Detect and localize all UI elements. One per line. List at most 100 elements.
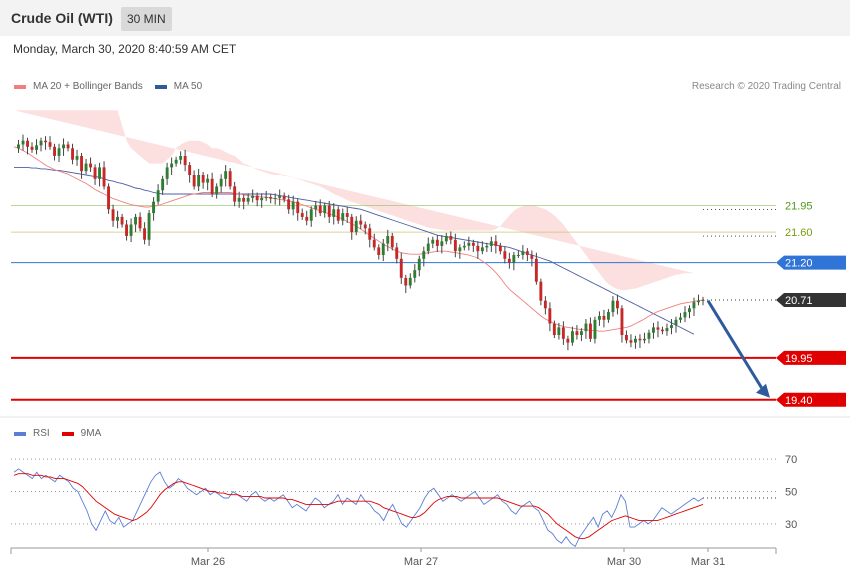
candle-body-100: [462, 245, 466, 248]
instrument-title: Crude Oil (WTI): [11, 10, 113, 26]
legend-item-ma20: MA 20 + Bollinger Bands: [14, 81, 143, 92]
candle-body-58: [273, 197, 277, 199]
candle-body-81: [377, 247, 381, 255]
moving-averages: [13, 146, 704, 335]
candle-body-133: [611, 300, 615, 313]
candle-body-114: [525, 251, 529, 255]
forecast-arrow-shaft: [706, 299, 766, 393]
candle-body-78: [363, 224, 367, 229]
candle-body-22: [111, 209, 115, 221]
candlesticks: [17, 134, 705, 351]
candle-body-9: [53, 146, 56, 156]
candle-body-11: [62, 144, 65, 149]
candle-body-122: [561, 327, 565, 339]
candle-body-153: [701, 300, 705, 301]
candle-body-111: [512, 255, 516, 263]
candle-body-46: [219, 178, 223, 187]
time-tick-label-0: Mar 26: [191, 556, 225, 568]
candle-body-49: [233, 186, 237, 202]
candle-body-132: [607, 312, 610, 320]
candle-body-151: [692, 302, 696, 309]
candle-body-124: [571, 331, 574, 343]
candle-body-129: [593, 319, 597, 339]
candle-body-10: [57, 148, 61, 156]
candle-body-23: [116, 216, 119, 221]
candle-body-67: [314, 205, 318, 210]
candle-body-116: [534, 258, 538, 282]
candle-body-61: [287, 199, 291, 210]
candle-body-21: [107, 186, 110, 210]
candle-body-44: [210, 178, 214, 194]
legend-item-ma50: MA 50: [154, 81, 203, 92]
candle-body-19: [98, 167, 101, 179]
candle-body-134: [616, 300, 619, 309]
candle-body-149: [683, 312, 687, 318]
candle-body-128: [589, 323, 592, 339]
candle-body-13: [71, 148, 74, 160]
rsi-tick-label-0: 30: [785, 519, 797, 531]
candle-body-53: [251, 195, 255, 198]
candle-body-3: [26, 140, 29, 147]
candle-body-40: [192, 175, 196, 187]
time-tick-label-1: Mar 27: [404, 556, 438, 568]
rsi-panel: 30 50 70: [11, 454, 797, 548]
legend-item-9ma: 9MA: [61, 428, 102, 439]
level-tag-3: [776, 292, 846, 307]
candle-body-84: [390, 236, 394, 248]
candle-body-62: [291, 201, 295, 210]
legend-label-ma20: MA 20 + Bollinger Bands: [33, 81, 143, 92]
candle-body-24: [120, 216, 124, 225]
candle-body-51: [242, 197, 246, 202]
candle-body-80: [372, 239, 376, 248]
candle-body-37: [179, 156, 183, 160]
candle-body-102: [471, 242, 475, 246]
candle-body-48: [228, 171, 232, 187]
candle-body-71: [332, 209, 336, 217]
candle-body-70: [327, 205, 331, 217]
candle-body-33: [161, 178, 165, 191]
legend-label-9ma: 9MA: [80, 428, 102, 439]
forecast-arrow-head: [756, 383, 770, 398]
candle-body-105: [485, 245, 489, 248]
level-label-3: 20.71: [785, 295, 813, 307]
candle-body-93: [431, 239, 435, 244]
candle-body-138: [634, 338, 637, 343]
candle-body-146: [670, 325, 673, 329]
bollinger-band: [14, 110, 694, 290]
candle-body-41: [197, 175, 201, 187]
candle-body-7: [44, 140, 47, 143]
candle-body-147: [674, 319, 678, 326]
level-label-2: 21.20: [785, 258, 813, 270]
candle-body-55: [260, 197, 264, 201]
candle-body-25: [125, 224, 128, 236]
rsi-line: [13, 468, 704, 548]
candle-body-47: [224, 171, 228, 179]
candle-body-108: [498, 245, 502, 252]
candle-body-79: [368, 228, 372, 240]
bollinger-band-area: [14, 110, 694, 290]
candle-body-91: [422, 251, 426, 259]
candle-body-45: [215, 186, 219, 194]
candle-body-50: [237, 197, 241, 202]
candle-body-103: [476, 245, 480, 252]
candle-body-16: [84, 163, 88, 172]
rsi-tick-label-1: 50: [785, 487, 797, 499]
candle-body-113: [521, 251, 525, 255]
candle-body-75: [350, 216, 354, 233]
candle-body-59: [278, 195, 282, 198]
candle-body-95: [440, 241, 444, 246]
candle-body-89: [413, 270, 417, 278]
candle-body-96: [444, 236, 448, 242]
candle-body-82: [381, 243, 385, 255]
candle-body-92: [426, 243, 430, 252]
legend-swatch-rsi: [14, 431, 26, 436]
candle-body-35: [170, 163, 174, 168]
candle-body-34: [165, 167, 169, 179]
timeframe-badge[interactable]: 30 MIN: [121, 7, 172, 31]
time-axis: Mar 26 Mar 27 Mar 30 Mar 31: [10, 547, 777, 568]
ma20-line: [13, 146, 704, 332]
legend-label-ma50: MA 50: [173, 81, 203, 92]
candle-body-148: [679, 317, 682, 320]
candle-body-135: [620, 308, 624, 335]
